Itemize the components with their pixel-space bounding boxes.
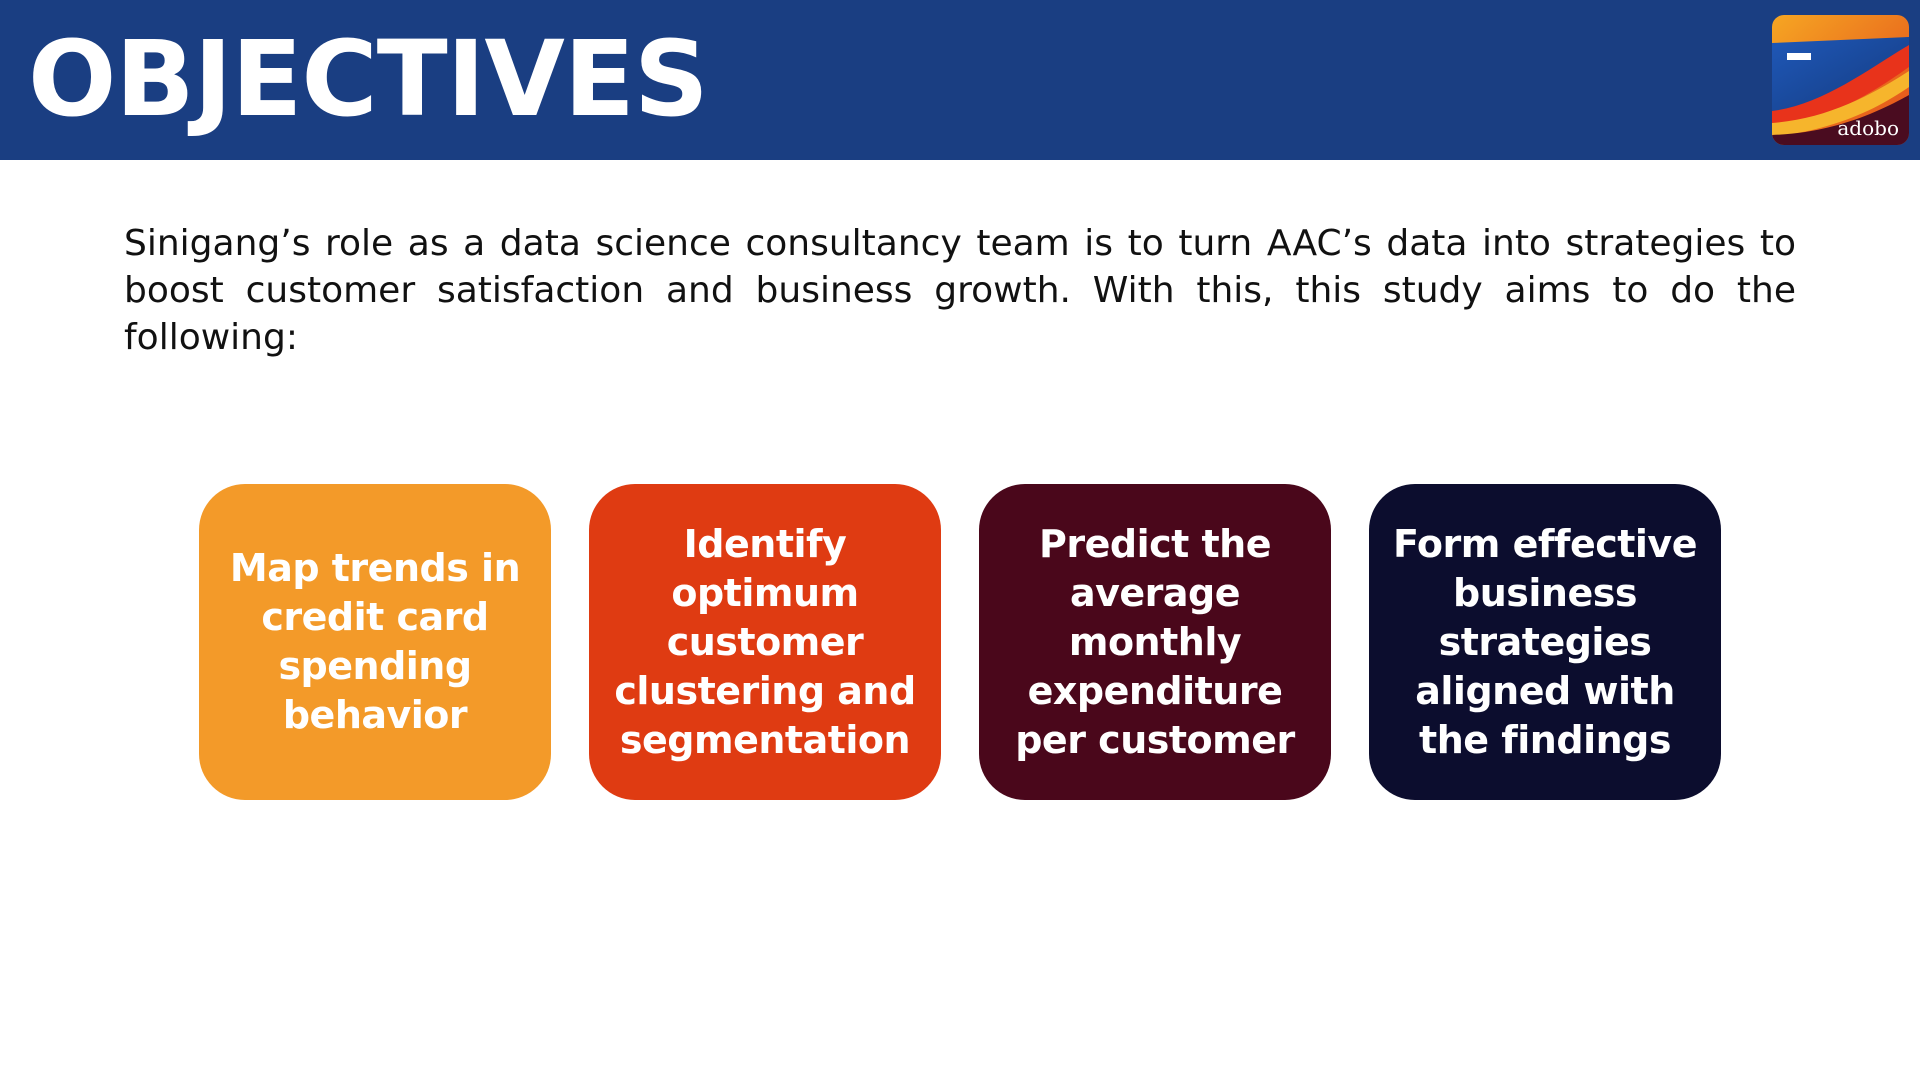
intro-paragraph: Sinigang’s role as a data science consul… xyxy=(124,223,1796,358)
objective-card: Map trends in credit card spending behav… xyxy=(199,484,551,800)
objective-card: Identify optimum customer clustering and… xyxy=(589,484,941,800)
objective-text: Map trends in credit card spending behav… xyxy=(229,546,521,737)
objectives-list: Map trends in credit card spending behav… xyxy=(199,484,1721,800)
objective-card: Form effective business strategies align… xyxy=(1369,484,1721,800)
header-bar: OBJECTIVES xyxy=(0,0,1920,160)
adobo-logo-icon: adobo xyxy=(1772,15,1909,145)
page-title: OBJECTIVES xyxy=(28,18,709,140)
objective-card: Predict the average monthly expenditure … xyxy=(979,484,1331,800)
logo-text: adobo xyxy=(1837,116,1899,140)
objective-text: Predict the average monthly expenditure … xyxy=(1015,521,1295,762)
objective-text: Form effective business strategies align… xyxy=(1393,521,1697,762)
objective-text: Identify optimum customer clustering and… xyxy=(614,521,916,762)
